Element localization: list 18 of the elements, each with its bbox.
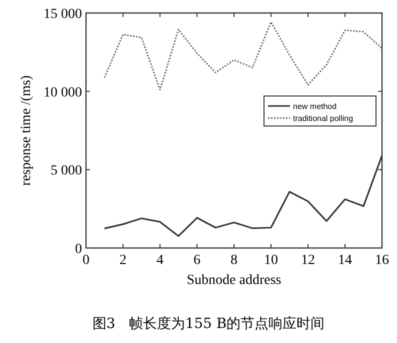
y-tick-label: 5 000 bbox=[50, 164, 82, 179]
x-tick-label: 16 bbox=[375, 253, 389, 268]
y-tick-label: 15 000 bbox=[44, 7, 82, 22]
x-tick-label: 14 bbox=[338, 253, 352, 268]
caption: 图3 帧长度为155 B的节点响应时间 bbox=[92, 316, 325, 332]
x-tick-label: 2 bbox=[120, 253, 126, 268]
x-tick-label: 8 bbox=[230, 253, 238, 268]
x-axis-title: Subnode address bbox=[186, 273, 282, 288]
y-axis-title: response time /(ms) bbox=[19, 74, 34, 186]
x-tick-label: 10 bbox=[264, 253, 278, 268]
y-tick-label: 10 000 bbox=[44, 85, 82, 100]
legend-label: traditional polling bbox=[293, 114, 354, 123]
x-tick-label: 12 bbox=[301, 253, 315, 268]
legend-label: new method bbox=[293, 102, 337, 111]
x-tick-label: 4 bbox=[156, 253, 164, 268]
y-tick-label: 0 bbox=[75, 242, 82, 257]
x-tick-label: 6 bbox=[194, 253, 200, 268]
line-series bbox=[104, 21, 383, 91]
